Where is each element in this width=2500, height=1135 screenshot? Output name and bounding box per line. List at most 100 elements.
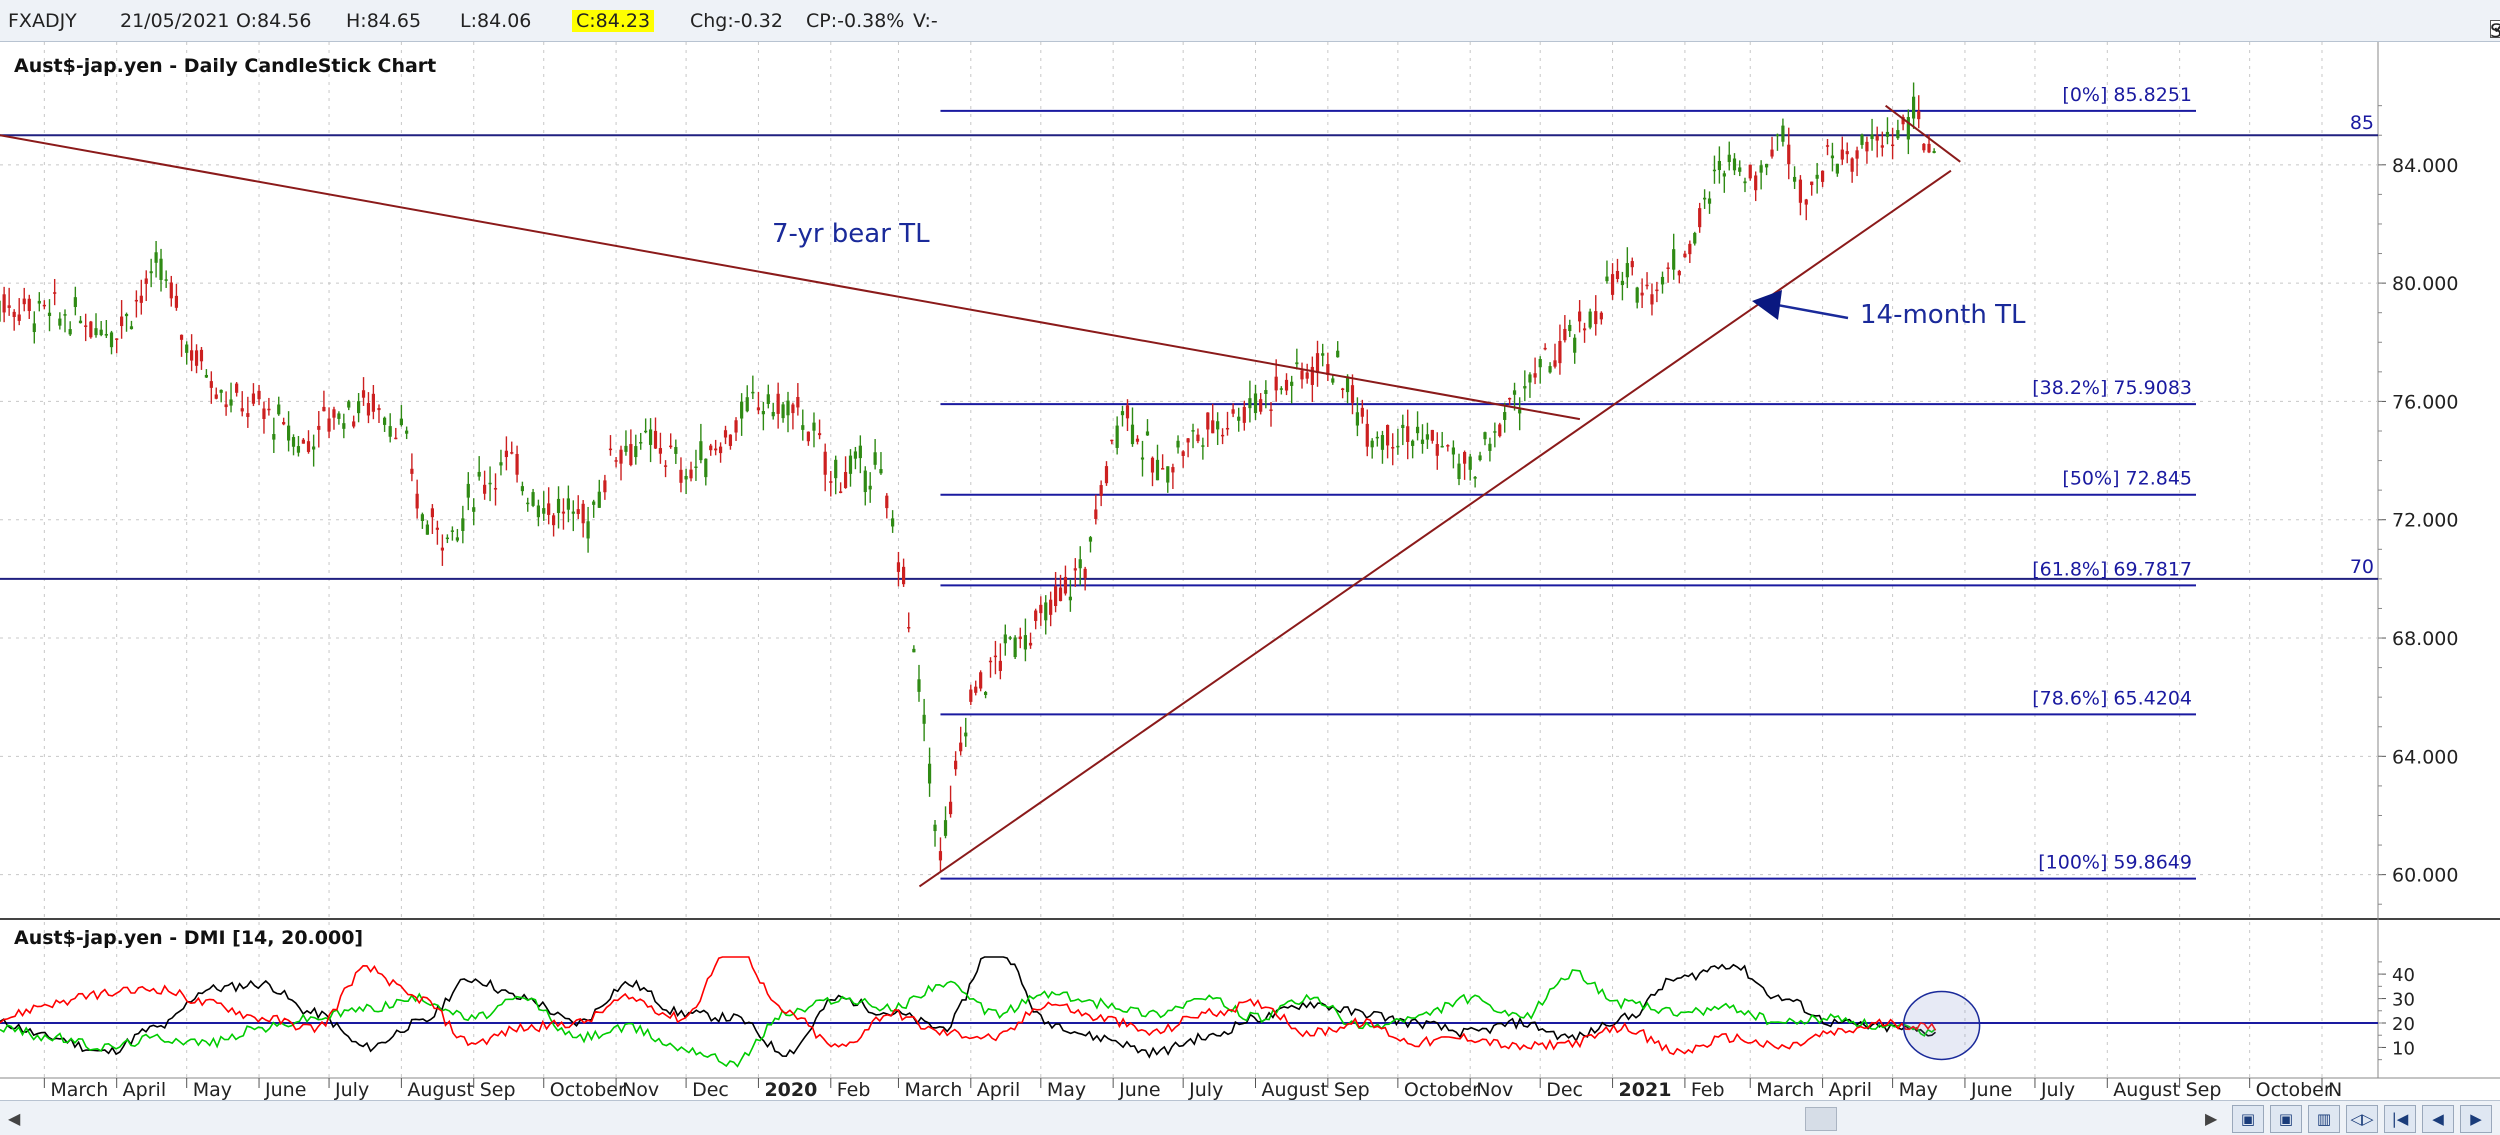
candle-body <box>246 413 250 417</box>
dmi-chart-title: Aust$-jap.yen - DMI [14, 20.000] <box>14 927 363 949</box>
candle-body <box>1582 328 1587 331</box>
go-start-icon[interactable]: |◀ <box>2384 1105 2416 1133</box>
candle-body <box>63 314 67 316</box>
candle-body <box>1145 431 1150 436</box>
scroll-both-icon[interactable]: ◁▷ <box>2346 1105 2378 1133</box>
candle-body <box>983 692 988 695</box>
scroll-left-icon[interactable]: ◀ <box>8 1109 21 1128</box>
candle-body <box>619 449 623 464</box>
candle-body <box>382 417 387 425</box>
candle-body <box>1666 267 1670 269</box>
candle-body <box>624 445 628 452</box>
candle-body <box>1360 407 1364 417</box>
candle-body <box>1717 160 1721 171</box>
candle-body <box>317 425 321 430</box>
candle-body <box>964 732 968 737</box>
candle-body <box>27 298 31 312</box>
x-tick-label: 2020 <box>764 1079 817 1100</box>
candle-body <box>868 485 872 490</box>
candle-body <box>1425 434 1430 440</box>
x-tick-label: July <box>334 1079 369 1100</box>
candle-body <box>32 323 36 333</box>
candle-body <box>229 399 233 406</box>
candle-body <box>1885 131 1890 137</box>
candle-body <box>214 394 218 399</box>
candle-body <box>592 501 596 505</box>
candle-body <box>1253 393 1258 414</box>
show-last-checkbox[interactable]: ✔ <box>2490 20 2500 38</box>
highlight-circle <box>1902 990 1981 1061</box>
candle-body <box>1640 292 1644 296</box>
candle-body <box>1420 439 1425 444</box>
zoom-out-icon[interactable]: ▣ <box>2232 1105 2264 1133</box>
candle-body <box>907 627 911 629</box>
candle-body <box>1798 179 1803 203</box>
candle-body <box>1406 426 1410 442</box>
date-label: 21/05/2021 <box>120 10 230 32</box>
chart-canvas[interactable]: 84.000 80.000 76.000 72.000 68.000 64.000 60.0… <box>0 42 2500 1100</box>
candle-body <box>1533 373 1537 378</box>
x-tick-label: Sep <box>480 1079 516 1100</box>
candle-body <box>1451 447 1456 455</box>
horizontal-scrollbar[interactable]: ◀ ▶ ▣ ▣ ▥ ◁▷ |◀ ◀ ▶ <box>0 1100 2500 1135</box>
level-label-85: 85 <box>2350 112 2374 134</box>
candle-body <box>1672 249 1676 270</box>
candle-body <box>723 430 728 438</box>
candle-body <box>684 475 688 480</box>
candle-body <box>771 412 775 417</box>
candle-body <box>1488 443 1492 451</box>
rising-trendline[interactable] <box>918 169 1952 888</box>
wedge-line[interactable] <box>1884 104 1961 163</box>
main-chart-title: Aust$-jap.yen - Daily CandleStick Chart <box>14 55 436 77</box>
candle-body <box>858 445 862 459</box>
close-value: C:84.23 <box>572 10 655 32</box>
candle-body <box>1220 434 1225 437</box>
candle-body <box>420 514 424 521</box>
candle-body <box>1370 440 1374 448</box>
candle-body <box>674 446 678 454</box>
candle-body <box>1345 376 1350 393</box>
candle-body <box>1430 429 1434 441</box>
candle-body <box>1003 634 1007 644</box>
candle-body <box>873 452 877 465</box>
y-tick-label: 60.000 <box>2392 865 2458 887</box>
candle-body <box>1548 366 1552 373</box>
x-tick-label: April <box>1829 1079 1872 1100</box>
scroll-thumb[interactable] <box>1805 1107 1837 1131</box>
candle-body <box>648 429 653 445</box>
candle-body <box>361 390 366 398</box>
bear-trendline[interactable] <box>0 134 1581 421</box>
candle-body <box>461 518 465 531</box>
candle-body <box>1523 386 1527 389</box>
scroll-right-icon[interactable]: ▶ <box>2205 1109 2218 1128</box>
candle-body <box>853 451 858 459</box>
candle-body <box>823 451 827 475</box>
candle-body <box>1912 96 1916 119</box>
x-tick-label: Nov <box>1476 1079 1513 1100</box>
candle-body <box>1645 284 1649 287</box>
candle-body <box>1473 476 1477 479</box>
x-tick-label: May <box>1047 1079 1086 1100</box>
candle-body <box>796 396 800 408</box>
candle-body <box>1380 435 1385 450</box>
candle-body <box>499 462 503 466</box>
candle-body <box>988 660 993 663</box>
candle-body <box>1186 438 1190 443</box>
candle-body <box>1754 175 1758 191</box>
step-forward-icon[interactable]: ▶ <box>2460 1105 2492 1133</box>
step-back-icon[interactable]: ◀ <box>2422 1105 2454 1133</box>
fit-icon[interactable]: ▥ <box>2308 1105 2340 1133</box>
zoom-in-icon[interactable]: ▣ <box>2270 1105 2302 1133</box>
x-tick-label: Dec <box>692 1079 729 1100</box>
candle-body <box>219 389 223 393</box>
candle-body <box>1932 151 1936 154</box>
candle-body <box>1835 163 1839 174</box>
candle-body <box>728 434 733 446</box>
candle-body <box>89 321 93 338</box>
candle-body <box>306 441 311 452</box>
candle-body <box>1300 370 1304 380</box>
candle-body <box>634 446 638 458</box>
candle-body <box>366 403 371 416</box>
candle-body <box>1237 416 1241 421</box>
x-tick-label: October <box>2256 1079 2332 1100</box>
